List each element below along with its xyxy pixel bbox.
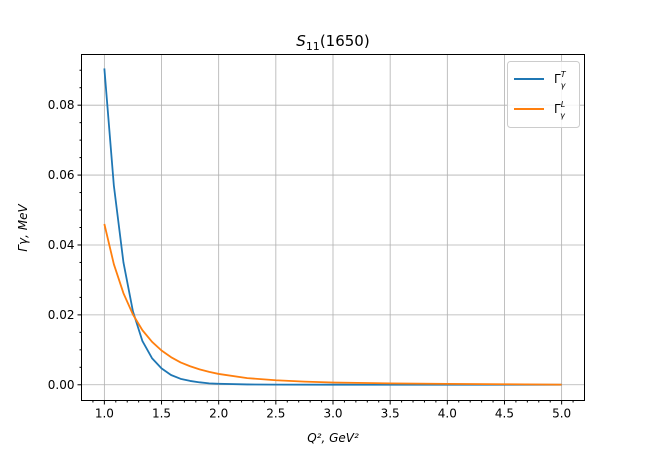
x-tick-label: 4.0 bbox=[438, 407, 457, 421]
legend-label-longitudinal-sub: γ bbox=[560, 111, 566, 120]
legend-label-transverse-sup: T bbox=[561, 70, 567, 79]
y-axis-label: Γγ, MeV bbox=[16, 204, 30, 252]
legend-label-longitudinal: ΓL γ bbox=[554, 100, 566, 120]
axis-ticks: 1.0 1.5 2.0 2.5 3.0 3.5 4.0 4.5 5.0 0.00 0.02 0.04 0… bbox=[48, 69, 574, 421]
x-tick-label: 2.0 bbox=[209, 407, 228, 421]
y-tick-label: 0.04 bbox=[48, 238, 75, 252]
x-tick-label: 2.5 bbox=[266, 407, 285, 421]
y-tick-label: 0.08 bbox=[48, 98, 75, 112]
series-lines bbox=[103, 68, 562, 386]
y-tick-label: 0.06 bbox=[48, 168, 75, 182]
x-tick-label: 5.0 bbox=[552, 407, 571, 421]
chart-title: S11(1650) bbox=[296, 32, 369, 53]
y-tick-label: 0.00 bbox=[48, 378, 75, 392]
legend-label-transverse-sub: γ bbox=[561, 81, 567, 90]
y-tick-label: 0.02 bbox=[48, 308, 75, 322]
legend-label-transverse-main: Γ bbox=[554, 72, 561, 86]
x-axis-label: Q², GeV² bbox=[307, 431, 359, 445]
chart-title-tail: (1650) bbox=[320, 32, 370, 50]
chart-title-main: S bbox=[296, 32, 306, 50]
series-line-longitudinal bbox=[103, 223, 562, 386]
grid-lines bbox=[81, 54, 585, 401]
x-tick-label: 3.5 bbox=[381, 407, 400, 421]
x-tick-label: 4.5 bbox=[495, 407, 514, 421]
legend-label-longitudinal-main: Γ bbox=[554, 102, 561, 116]
chart-title-sub: 11 bbox=[306, 40, 320, 53]
legend: ΓT γ ΓL γ bbox=[507, 61, 580, 128]
x-tick-label: 1.0 bbox=[95, 407, 114, 421]
legend-box bbox=[507, 61, 580, 128]
x-tick-label: 3.0 bbox=[323, 407, 342, 421]
x-tick-label: 1.5 bbox=[152, 407, 171, 421]
legend-label-transverse: ΓT γ bbox=[554, 70, 567, 90]
legend-label-longitudinal-sup: L bbox=[561, 100, 565, 109]
